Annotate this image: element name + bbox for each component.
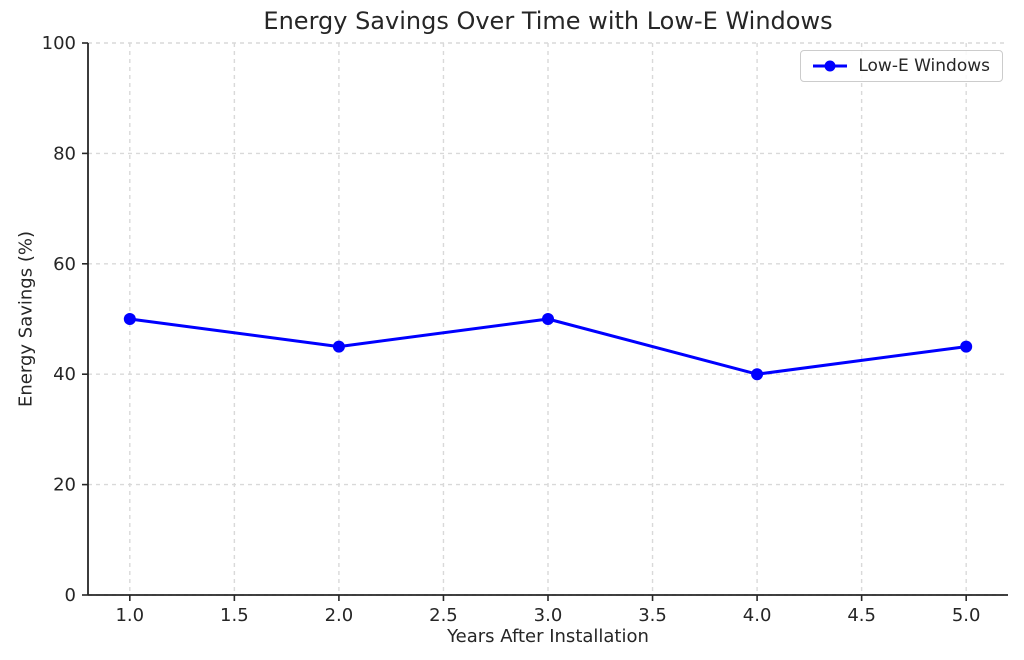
data-point-marker [542, 313, 554, 325]
x-tick-label: 1.0 [115, 605, 144, 626]
legend-line-marker-icon [813, 60, 848, 72]
y-tick-label: 0 [65, 585, 76, 606]
data-point-marker [332, 340, 345, 353]
x-tick-label: 5.0 [952, 605, 981, 626]
data-point-marker [751, 368, 764, 381]
x-axis-label: Years After Installation [447, 626, 649, 647]
x-tick-label: 2.5 [429, 605, 458, 626]
x-tick-label: 2.0 [325, 605, 354, 626]
y-tick-label: 40 [53, 364, 76, 385]
chart-title: Energy Savings Over Time with Low-E Wind… [263, 7, 833, 35]
y-tick-label: 100 [42, 33, 76, 54]
y-tick-label: 20 [53, 475, 76, 496]
x-tick-label: 1.5 [220, 605, 249, 626]
data-point-marker [960, 340, 973, 353]
x-tick-label: 4.5 [847, 605, 876, 626]
data-point-marker [123, 313, 136, 325]
legend-label: Low-E Windows [858, 56, 990, 76]
x-tick-label: 4.0 [743, 605, 772, 626]
y-tick-label: 60 [53, 254, 76, 275]
legend: Low-E Windows [800, 50, 1003, 82]
x-tick-label: 3.5 [638, 605, 667, 626]
y-tick-label: 80 [53, 143, 76, 164]
x-tick-label: 3.0 [534, 605, 563, 626]
